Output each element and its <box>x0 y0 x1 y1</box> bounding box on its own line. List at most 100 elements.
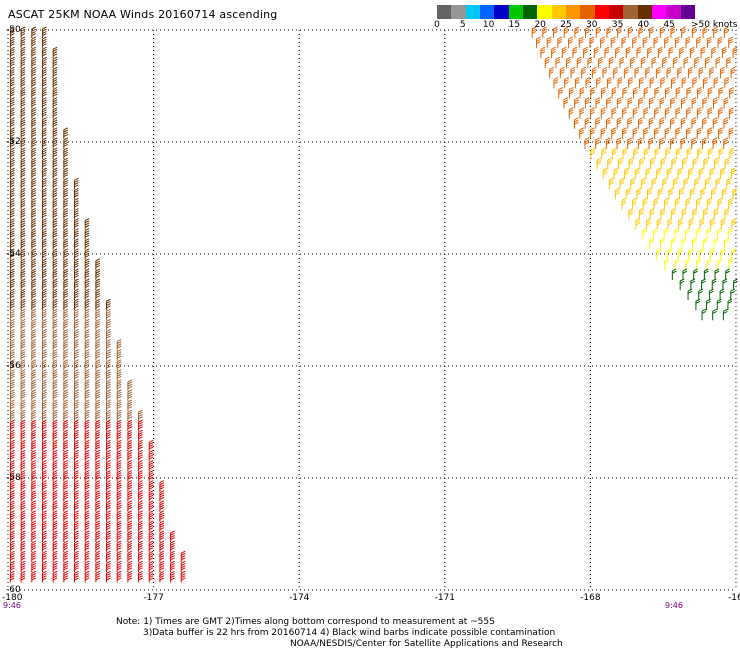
west-wind-barb <box>127 470 133 482</box>
west-wind-barb <box>63 359 69 371</box>
east-wind-barb <box>648 97 654 109</box>
west-wind-barb <box>84 288 90 301</box>
west-wind-barb <box>73 207 79 220</box>
west-wind-barb <box>63 268 69 280</box>
east-wind-barb <box>589 36 595 49</box>
west-wind-barb <box>159 500 165 512</box>
west-wind-barb <box>73 369 79 381</box>
west-wind-barb <box>73 399 79 411</box>
east-wind-barb <box>718 147 724 159</box>
west-wind-barb <box>9 207 15 220</box>
scale-swatch <box>565 5 581 19</box>
west-wind-barb <box>52 288 58 301</box>
east-wind-barb <box>713 26 718 38</box>
east-wind-barb <box>630 56 635 69</box>
west-wind-barb <box>41 409 47 422</box>
west-wind-barb <box>31 218 37 230</box>
west-wind-barb <box>84 470 90 482</box>
east-wind-barb <box>542 26 548 38</box>
west-wind-barb <box>52 127 58 139</box>
east-wind-barb <box>649 26 654 38</box>
west-wind-barb <box>41 379 47 391</box>
west-wind-barb <box>9 379 15 391</box>
east-wind-barb <box>611 87 617 99</box>
west-wind-barb <box>116 530 122 542</box>
west-wind-barb <box>20 369 26 381</box>
east-wind-barb <box>608 56 614 69</box>
west-wind-barb <box>20 409 26 422</box>
west-wind-barb <box>116 439 122 452</box>
east-wind-barb <box>686 147 692 159</box>
west-wind-barb <box>9 419 15 432</box>
west-wind-barb <box>31 328 37 341</box>
west-wind-barb <box>31 449 37 462</box>
east-wind-barb <box>675 87 681 99</box>
west-wind-barb <box>41 459 47 472</box>
west-wind-barb <box>170 560 175 573</box>
west-wind-barb <box>84 379 90 391</box>
east-wind-barb <box>728 258 733 270</box>
east-wind-barb <box>701 308 707 321</box>
east-wind-barb <box>718 107 723 119</box>
west-wind-barb <box>52 117 58 129</box>
west-wind-barb <box>63 510 69 522</box>
west-wind-barb <box>9 36 15 49</box>
east-wind-barb <box>638 26 644 38</box>
west-wind-barb <box>31 157 37 170</box>
east-wind-barb <box>585 26 590 38</box>
west-wind-barb <box>52 76 58 89</box>
west-wind-barb <box>31 298 37 311</box>
east-wind-barb <box>732 187 738 200</box>
west-wind-barb <box>31 439 37 452</box>
west-wind-barb <box>20 510 26 522</box>
note-line-3: NOAA/NESDIS/Center for Satellite Applica… <box>290 639 563 649</box>
west-wind-barb <box>31 187 37 200</box>
west-wind-barb <box>73 228 79 240</box>
west-wind-barb <box>20 570 26 583</box>
west-wind-barb <box>41 46 47 59</box>
west-wind-barb <box>20 439 26 452</box>
east-wind-barb <box>706 298 711 311</box>
east-wind-barb <box>654 147 660 159</box>
west-wind-barb <box>116 379 122 391</box>
east-wind-barb <box>642 228 648 240</box>
east-wind-barb <box>670 117 675 129</box>
scale-tick-label: 45 <box>663 20 675 30</box>
east-wind-barb <box>630 177 635 190</box>
west-wind-barb <box>31 379 37 391</box>
east-wind-barb <box>610 36 616 49</box>
west-wind-barb <box>41 298 47 311</box>
east-wind-barb <box>627 117 633 129</box>
east-wind-barb <box>728 107 734 119</box>
west-wind-barb <box>41 258 47 270</box>
east-wind-barb <box>717 228 722 240</box>
east-wind-barb <box>645 66 650 79</box>
west-wind-barb <box>63 449 69 462</box>
west-wind-barb <box>9 570 15 583</box>
west-wind-barb <box>84 439 90 452</box>
west-wind-barb <box>52 379 58 391</box>
west-wind-barb <box>20 339 26 351</box>
scale-tick-label: 40 <box>637 20 650 30</box>
east-wind-barb <box>606 117 611 129</box>
west-wind-barb <box>159 570 165 583</box>
east-wind-barb <box>604 46 610 59</box>
east-wind-barb <box>729 87 734 99</box>
west-wind-barb <box>52 157 58 170</box>
west-wind-barb <box>9 137 15 149</box>
scale-swatch <box>666 5 681 19</box>
west-wind-barb <box>20 238 26 250</box>
east-wind-barb <box>707 87 713 99</box>
east-wind-barb <box>616 117 622 129</box>
west-wind-barb <box>84 399 90 411</box>
west-wind-barb <box>52 278 58 290</box>
scale-swatch <box>651 5 667 19</box>
west-wind-barb <box>31 117 37 129</box>
east-wind-barb <box>584 97 590 109</box>
west-wind-barb <box>20 470 26 482</box>
east-wind-barb <box>578 36 584 49</box>
east-wind-barb <box>694 56 699 69</box>
west-wind-barb <box>73 459 79 472</box>
west-wind-barb <box>116 470 122 482</box>
west-wind-barb <box>31 560 37 573</box>
